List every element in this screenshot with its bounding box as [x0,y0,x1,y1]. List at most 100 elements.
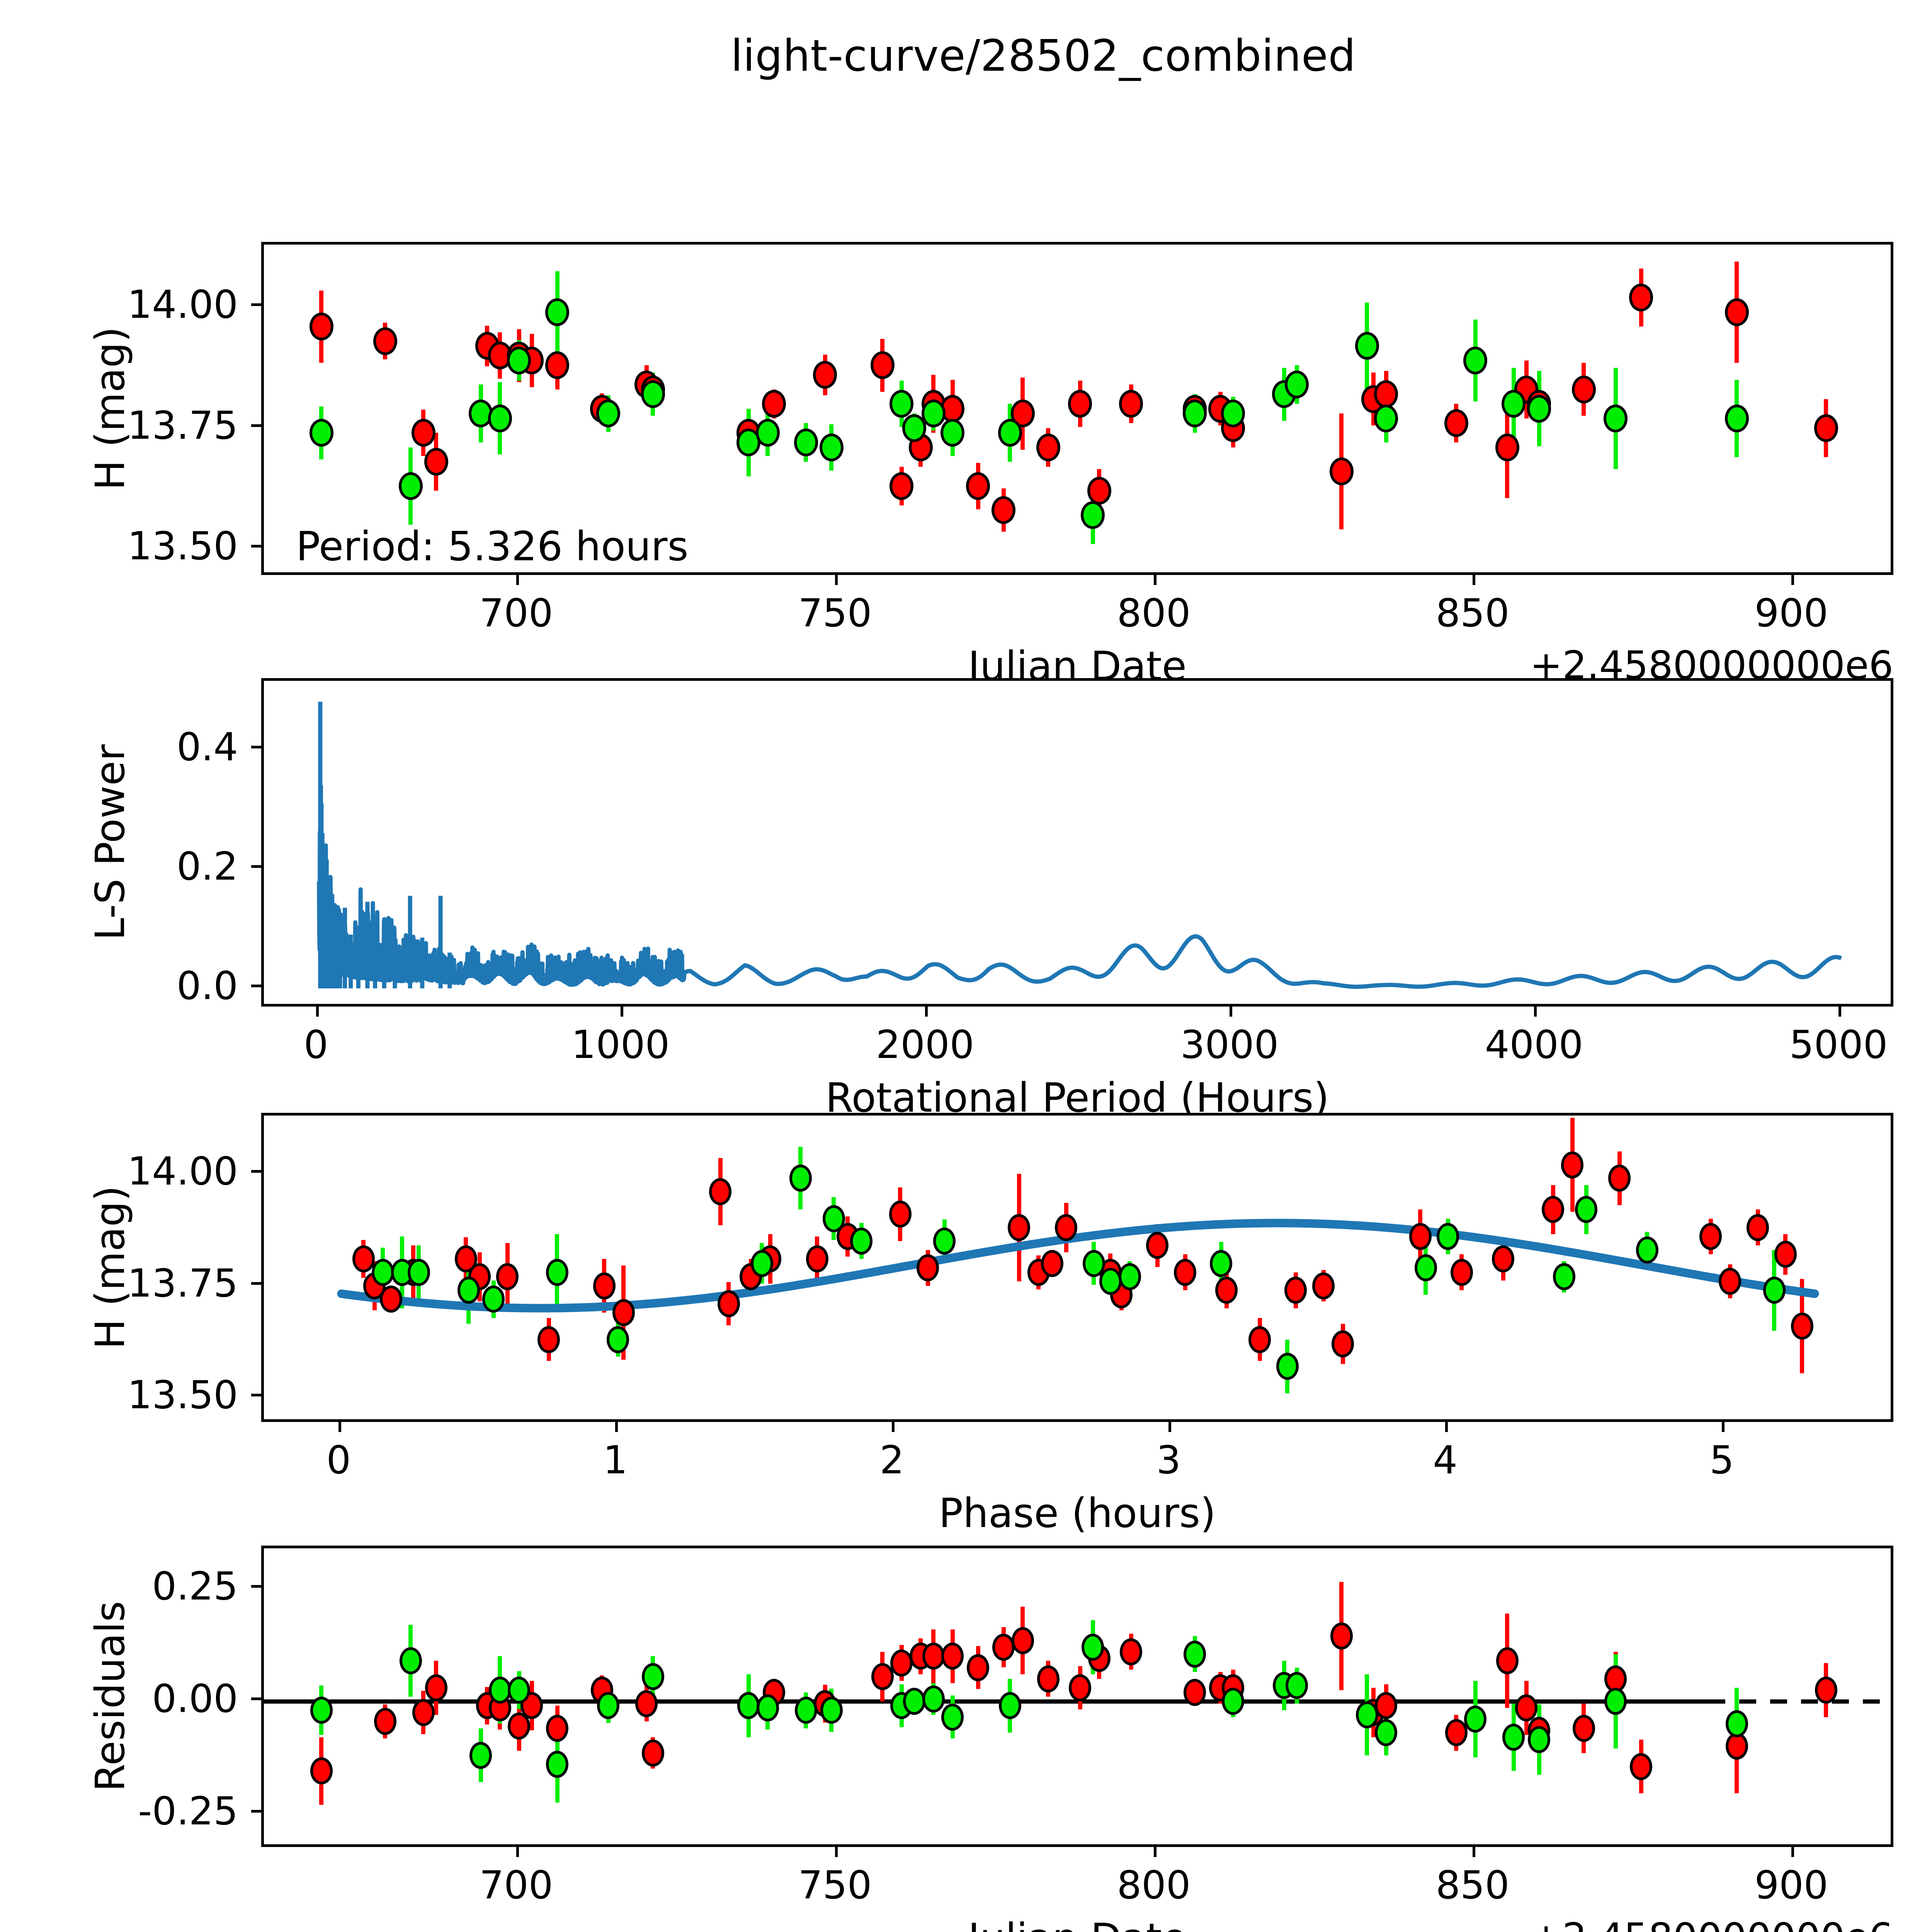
data-point-marker [1463,346,1487,374]
data-point-marker [1055,1214,1078,1241]
data-point-marker [1774,1241,1797,1268]
y-tick-mark [251,1585,261,1588]
y-tick-mark [251,545,261,548]
data-point-marker [1312,1272,1335,1299]
data-point-marker [1725,1710,1748,1738]
data-point-marker [1099,1267,1122,1295]
data-point-marker [1527,395,1551,423]
data-point-marker [1464,1706,1486,1733]
y-tick-label: 0.25 [152,1563,238,1609]
x-tick-label: 3 [1156,1437,1181,1483]
y-tick-mark [251,1282,261,1285]
data-point-marker [789,1165,812,1192]
x-tick-label: 1 [603,1437,628,1483]
data-point-marker [1608,1165,1631,1192]
panel-periodogram [261,678,1893,1007]
data-point-marker [641,1663,664,1690]
data-point-marker [1814,414,1838,442]
x-tick-label: 800 [1117,1862,1191,1908]
data-point-marker [1119,390,1143,418]
data-point-marker [596,400,620,428]
data-point-marker [756,1694,779,1722]
x-tick-label: 4 [1433,1437,1458,1483]
x-tick-mark [615,1422,618,1432]
data-point-marker [1184,1640,1206,1668]
data-point-marker [508,1676,530,1704]
data-point-marker [750,1250,773,1277]
data-point-marker [941,1703,964,1731]
data-point-marker [1355,332,1379,360]
x-axis-offset-text: +2.4580000000e6 [1410,1915,1893,1932]
data-point-marker [1542,1196,1565,1223]
sine-fit-line [337,1219,1819,1313]
x-tick-label: 750 [798,1862,872,1908]
data-point-marker [546,1750,568,1778]
data-point-marker [1719,1267,1742,1295]
data-point-marker [1120,1638,1142,1665]
data-point-marker [755,419,780,447]
y-tick-label: 0.2 [176,844,238,889]
data-point-marker [1215,1277,1238,1304]
data-point-marker [967,1654,989,1681]
x-tick-label: 750 [798,590,872,636]
data-point-marker [411,419,435,447]
x-tick-label: 900 [1754,590,1828,636]
period-annotation: Period: 5.326 hours [296,523,689,570]
phasefold-plot-area [264,1116,1891,1419]
data-point-marker [1445,1719,1468,1747]
data-point-marker [1248,1326,1271,1353]
data-point-marker [407,1259,430,1286]
data-point-marker [1036,433,1060,461]
data-point-marker [1037,1665,1060,1692]
x-tick-label: 700 [479,1862,553,1908]
y-tick-label: 0.00 [152,1676,238,1721]
figure-title: light-curve/28502_combined [731,31,1356,81]
data-point-marker [1374,404,1398,432]
data-point-marker [507,346,531,374]
data-point-marker [889,390,913,418]
x-tick-label: 4000 [1485,1022,1583,1067]
y-tick-label: -0.25 [138,1788,238,1834]
y-tick-label: 0.0 [176,963,238,1009]
data-point-marker [1330,1622,1353,1650]
x-tick-label: 2 [879,1437,905,1483]
data-point-marker [1276,1353,1299,1380]
data-point-marker [1725,298,1749,326]
data-point-marker [1008,1214,1031,1241]
x-tick-mark [892,1422,895,1432]
x-tick-label: 800 [1117,590,1191,636]
data-point-marker [1528,1726,1550,1753]
x-tick-mark [835,1847,838,1857]
data-point-marker [1285,371,1309,399]
data-point-marker [374,1708,396,1735]
data-point-marker [998,1692,1021,1719]
x-tick-label: 5 [1709,1437,1734,1483]
x-tick-label: 1000 [571,1022,670,1067]
x-tick-label: 850 [1435,1862,1510,1908]
data-point-marker [496,1263,519,1291]
y-tick-label: 14.00 [127,1148,238,1194]
data-point-marker [1515,1694,1537,1722]
y-tick-label: 13.75 [127,1260,238,1306]
x-tick-mark [1838,1007,1842,1017]
data-point-marker [469,1742,492,1769]
data-point-marker [1011,1627,1034,1654]
data-point-marker [1502,390,1526,418]
data-point-marker [1791,1312,1813,1340]
zero-reference-line [264,1699,1709,1704]
x-tick-mark [1473,1847,1475,1857]
data-point-marker [1375,1692,1397,1719]
data-point-marker [889,472,913,500]
periodogram-plot-area [264,681,1891,1004]
y-tick-mark [251,984,261,987]
data-point-marker [1572,1714,1595,1742]
x-tick-mark [1230,1007,1233,1017]
data-point-marker [635,1690,658,1717]
zero-reference-line-dashed [1708,1699,1891,1704]
data-point-marker [1575,1196,1598,1223]
data-point-marker [819,433,844,461]
y-tick-label: 13.50 [127,523,238,569]
data-point-marker [1495,433,1519,461]
x-tick-label: 2000 [876,1022,975,1067]
